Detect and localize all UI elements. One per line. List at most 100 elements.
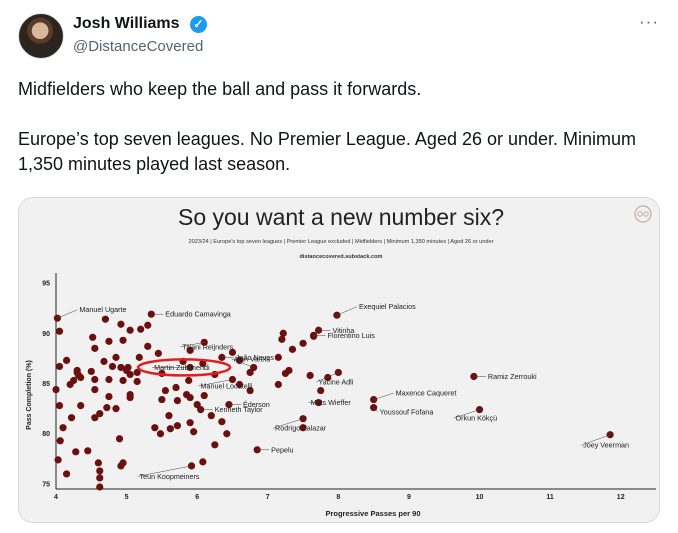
data-point [199,359,207,368]
label-leader-line [373,407,378,413]
data-point [186,346,194,354]
data-point [144,342,152,350]
data-point [105,375,113,384]
point-label: Alan Varela [234,354,271,363]
data-point [117,363,125,372]
x-tick-label: 5 [125,494,129,501]
data-point [165,412,173,420]
data-point [193,401,201,409]
point-label: Martin Zubimendi [154,363,210,372]
y-tick-label: 80 [42,431,50,438]
more-options-icon[interactable]: ··· [639,12,659,31]
x-tick-label: 11 [546,494,554,501]
point-label: Éderson [243,400,270,409]
point-label: Yacine Adli [318,377,353,386]
data-point [94,459,102,467]
data-point [186,393,194,402]
data-point [55,402,64,410]
author-handle[interactable]: @DistanceCovered [73,38,204,55]
data-point [173,422,182,430]
label-leader-line [180,342,205,348]
x-tick-label: 10 [476,494,484,501]
label-leader-line [272,418,304,429]
data-point [190,428,198,436]
point-label: Orkun Kökçü [456,414,498,423]
data-point [117,320,125,328]
label-leader-line [137,465,192,477]
data-point [225,401,233,409]
data-point [137,325,145,333]
point-label: Joey Veerman [583,441,629,450]
data-point [223,430,231,438]
data-point [279,329,287,337]
chart-background [19,198,659,522]
avatar[interactable] [18,13,64,59]
data-point [299,415,307,423]
point-label: Exequiel Palacios [359,302,416,311]
data-point [91,344,99,352]
tweet-text: Midfielders who keep the ball and pass i… [18,77,658,177]
point-label: Mats Wieffer [311,398,352,407]
data-point [66,380,74,389]
x-tick-label: 9 [407,494,411,501]
data-point [274,380,282,389]
data-point [228,348,237,356]
data-point [154,349,162,357]
data-point [96,474,104,482]
data-point [87,367,95,376]
data-point [299,339,307,347]
data-point [172,383,180,392]
data-point [200,391,208,400]
highlight-circle [136,358,232,377]
data-point [299,424,307,432]
data-point [246,368,254,377]
label-leader-line [231,358,254,368]
data-point [62,470,71,478]
data-point [235,380,244,389]
point-label: Florentino Luis [328,331,376,340]
data-point [119,376,127,385]
x-tick-label: 8 [336,494,340,501]
data-point [73,368,81,377]
data-point [119,336,127,344]
data-point [199,458,207,466]
author-name[interactable]: Josh Williams [73,15,180,32]
data-point [108,362,117,371]
data-point [133,377,141,386]
x-tick-label: 7 [266,494,270,501]
point-label: Teun Koopmeiners [140,472,200,481]
verified-badge-icon: ✓ [190,16,207,33]
label-leader-line [373,392,394,400]
label-leader-line [198,379,233,387]
data-point [59,424,67,432]
data-point [72,448,80,456]
data-point [96,467,104,475]
data-point [103,404,111,412]
data-point [62,356,71,365]
data-point [126,393,134,402]
data-point [84,447,92,455]
label-leader-line [57,309,78,319]
point-label: Kenneth Taylor [215,405,263,414]
data-point [207,412,215,420]
point-label: Tijjani Reijnders [182,342,233,351]
data-point [606,431,614,439]
data-point [147,310,155,318]
data-point [317,386,325,395]
y-tick-label: 75 [42,481,50,488]
chart-title: So you want a new number six? [178,204,504,230]
data-point [173,396,182,405]
data-point [218,418,226,426]
data-point [197,406,205,414]
data-point [288,345,297,353]
data-point [246,386,254,395]
data-point [334,368,342,377]
point-label: Eduardo Camavinga [165,310,231,319]
y-tick-label: 85 [42,381,50,388]
data-point [100,357,108,366]
tweet-image[interactable]: So you want a new number six? 2023/24 | … [18,197,660,523]
chart-source: distancecovered.substack.com [299,254,382,260]
data-point [186,419,194,427]
data-point [115,435,124,443]
